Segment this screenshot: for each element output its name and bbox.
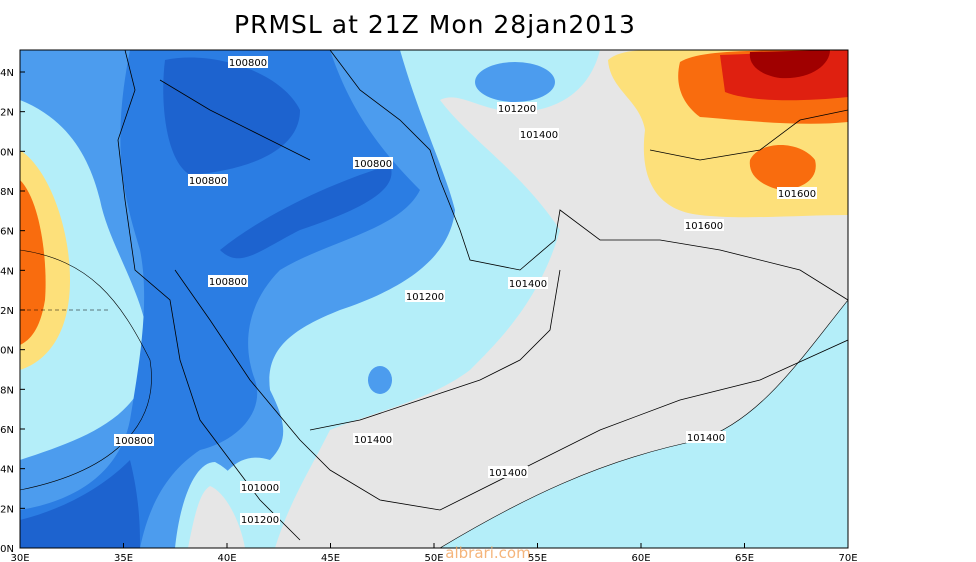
- contour-label-box: [405, 290, 445, 302]
- x-axis-label: 50E: [424, 553, 443, 562]
- contour-label-box: [519, 128, 559, 140]
- x-axis-label: 30E: [10, 553, 29, 562]
- labels: 30E 35E 40E 45E 50E 55E 60E 65E 70E 4N 2N 0N 8N 6N 4N 2…: [0, 56, 858, 562]
- y-axis-label: 6N: [0, 425, 14, 436]
- contour-label: 101600: [685, 221, 723, 232]
- y-axis-label: 4N: [0, 68, 14, 79]
- contour-label: 100800: [354, 159, 392, 170]
- y-axis-label: 2N: [0, 108, 14, 119]
- contour-label-box: [188, 174, 228, 186]
- x-axis-label: 60E: [631, 553, 650, 562]
- pressure-field: [20, 50, 848, 548]
- contour-label: 101600: [778, 189, 816, 200]
- contour-label-box: [684, 219, 724, 231]
- contour-label: 101000: [241, 483, 279, 494]
- contour-label-box: [240, 481, 280, 493]
- contour-label-box: [114, 434, 154, 446]
- y-axis-label: 4N: [0, 465, 14, 476]
- x-axis-label: 45E: [321, 553, 340, 562]
- title: PRMSL at 21Z Mon 28jan2013: [234, 10, 636, 39]
- contour-label: 101200: [241, 515, 279, 526]
- y-axis-label: 8N: [0, 385, 14, 396]
- y-axis-label: 0N: [0, 346, 14, 357]
- y-axis-label: 4N: [0, 266, 14, 277]
- contour-label: 101400: [354, 435, 392, 446]
- contour-label: 100800: [209, 277, 247, 288]
- contour-label-box: [777, 187, 817, 199]
- y-axis-label: 0N: [0, 544, 14, 555]
- x-axis-label: 70E: [838, 553, 857, 562]
- contour-label: 101400: [509, 279, 547, 290]
- y-axis-label: 2N: [0, 306, 14, 317]
- y-axis-label: 2N: [0, 504, 14, 515]
- contour-label-box: [508, 277, 548, 289]
- watermark: albrari.com: [445, 544, 530, 562]
- y-axis-label: 0N: [0, 147, 14, 158]
- x-axis-label: 65E: [735, 553, 754, 562]
- contour-label: 101400: [489, 468, 527, 479]
- contour-label-box: [353, 157, 393, 169]
- contour-label: 101400: [520, 130, 558, 141]
- contour-label: 101400: [687, 433, 725, 444]
- contour-label: 101200: [498, 104, 536, 115]
- contour-label: 100800: [189, 176, 227, 187]
- contour-label-box: [497, 102, 537, 114]
- x-axis-label: 35E: [114, 553, 133, 562]
- contour-label-box: [353, 433, 393, 445]
- contour-label-box: [228, 56, 268, 68]
- contour-label-box: [488, 466, 528, 478]
- contour-label-box: [686, 431, 726, 443]
- y-axis-label: 8N: [0, 187, 14, 198]
- contour-label: 101200: [406, 292, 444, 303]
- y-axis-label: 6N: [0, 227, 14, 238]
- contour-label-box: [208, 275, 248, 287]
- contour-label: 100800: [115, 436, 153, 447]
- contour-label-box: [240, 513, 280, 525]
- contour-label: 100800: [229, 58, 267, 69]
- x-axis-label: 55E: [528, 553, 547, 562]
- x-axis-label: 40E: [217, 553, 236, 562]
